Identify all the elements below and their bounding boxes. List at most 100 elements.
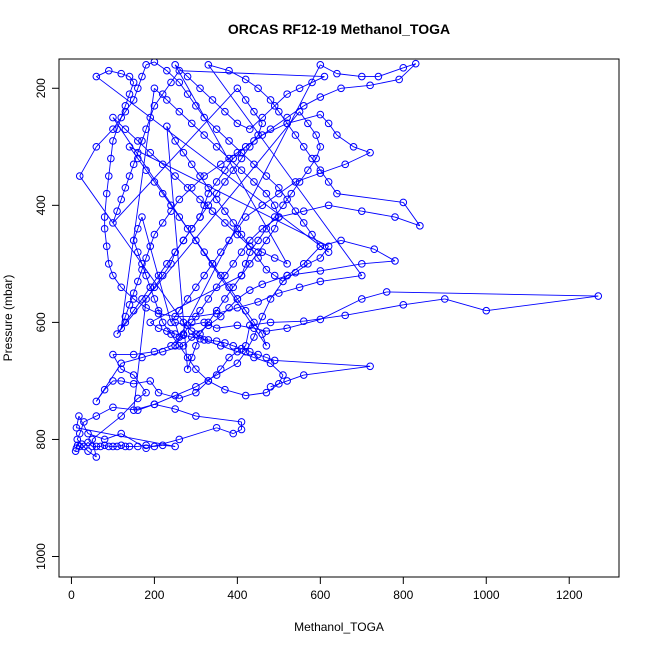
series-segment (328, 204, 362, 212)
data-point (287, 189, 296, 198)
data-point (237, 425, 246, 434)
data-point (187, 327, 196, 335)
data-point (142, 271, 150, 280)
series-segment (216, 128, 230, 142)
series-segment (303, 204, 329, 212)
data-point (142, 388, 150, 397)
data-point (212, 195, 221, 204)
series-segment (216, 340, 226, 344)
data-point (167, 78, 175, 87)
series-segment (336, 73, 362, 78)
data-point (246, 248, 254, 256)
series-segment (245, 252, 251, 265)
data-point (266, 318, 275, 327)
data-point (308, 230, 316, 239)
data-point (192, 412, 200, 420)
data-point (229, 166, 238, 175)
data-point (175, 78, 184, 87)
data-point (121, 125, 130, 134)
data-point (158, 90, 167, 98)
data-point (212, 306, 221, 315)
data-point (262, 172, 271, 180)
data-point (129, 406, 138, 414)
data-point (250, 178, 258, 186)
series-segment (257, 123, 263, 136)
series-segment (216, 362, 238, 376)
data-point (275, 289, 283, 297)
series-segment (79, 421, 85, 434)
series-segment (328, 123, 338, 136)
series-segment (274, 275, 284, 282)
data-point (125, 142, 134, 151)
data-point (262, 342, 271, 350)
series-segment (178, 111, 193, 124)
series-segment (207, 187, 217, 200)
data-point (104, 66, 113, 75)
data-point (187, 119, 196, 128)
plot-frame (58, 58, 620, 578)
data-point (246, 242, 254, 251)
data-point (158, 160, 167, 169)
data-point (366, 148, 374, 157)
data-point (167, 342, 175, 350)
series-segment (307, 123, 317, 136)
series-segment (274, 93, 288, 107)
data-point (138, 260, 146, 268)
data-point (212, 178, 221, 186)
data-point (233, 84, 242, 93)
series-segment (241, 234, 251, 247)
data-point (109, 403, 117, 412)
data-point (266, 96, 275, 104)
data-point (142, 125, 150, 134)
data-point (192, 312, 200, 321)
data-point (283, 377, 291, 385)
series-segment (262, 122, 288, 136)
series-segment (261, 105, 276, 118)
series-segment (154, 87, 168, 101)
series-segment (245, 99, 255, 112)
data-point (237, 248, 246, 256)
series-segment (154, 222, 164, 235)
data-point (72, 423, 81, 432)
data-point (324, 242, 333, 251)
series-segment (133, 298, 143, 311)
data-point (299, 207, 308, 215)
data-point (299, 219, 308, 227)
series-segment (274, 216, 280, 229)
data-point (295, 84, 304, 93)
series-segment (170, 70, 180, 83)
series-segment (237, 234, 251, 247)
series-segment (183, 152, 193, 165)
series-segment (108, 263, 114, 276)
data-point (192, 342, 200, 350)
data-point (204, 295, 213, 303)
series-segment (75, 415, 80, 428)
data-point (125, 72, 134, 81)
series-segment (220, 240, 230, 253)
series-segment (124, 175, 130, 188)
series-segment (319, 246, 329, 259)
series-segment (274, 205, 280, 218)
series-segment (212, 263, 222, 276)
series-segment (266, 193, 276, 206)
data-point (92, 142, 101, 151)
data-point (316, 166, 325, 175)
series-segment (249, 283, 263, 291)
data-point (299, 260, 308, 268)
series-segment (266, 216, 276, 230)
data-point (283, 90, 291, 98)
series-segment (328, 181, 338, 194)
data-point (171, 61, 179, 69)
series-segment (112, 117, 126, 130)
series-segment (191, 310, 201, 323)
series-segment (199, 298, 209, 311)
data-point (208, 96, 217, 104)
series-segment (253, 322, 263, 335)
data-point (196, 84, 204, 93)
series-segment (158, 313, 176, 317)
data-point (250, 318, 258, 327)
series-segment (203, 193, 209, 206)
series-segment (120, 433, 147, 449)
data-point (304, 260, 312, 268)
y-tick-label: 400 (34, 195, 48, 215)
